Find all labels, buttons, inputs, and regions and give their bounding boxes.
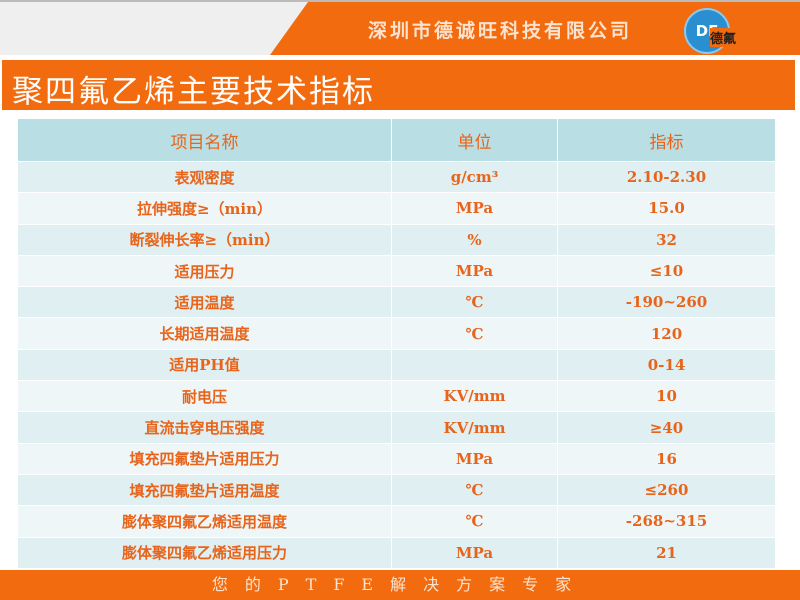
cell-value: 120	[557, 317, 776, 350]
cell-unit: MPa	[391, 442, 558, 475]
top-banner: 深圳市德诚旺科技有限公司 DF 德氟	[0, 0, 800, 55]
cell-value: 21	[557, 536, 776, 569]
cell-unit: %	[391, 223, 558, 256]
table-row: 耐电压 KV/mm 10	[17, 380, 776, 413]
page-title: 聚四氟乙烯主要技术指标	[12, 74, 375, 110]
cell-name: 直流击穿电压强度	[17, 411, 392, 444]
cell-name: 表观密度	[17, 160, 392, 194]
cell-unit: KV/mm	[391, 411, 558, 444]
cell-unit: ℃	[391, 286, 558, 319]
cell-value: 10	[557, 380, 776, 413]
cell-value: ≥40	[557, 411, 776, 444]
company-name: 深圳市德诚旺科技有限公司	[368, 20, 633, 42]
table-row: 填充四氟垫片适用压力 MPa 16	[17, 442, 776, 475]
cell-name: 适用压力	[17, 254, 392, 288]
table-row: 膨体聚四氟乙烯适用压力 MPa 21	[17, 536, 776, 569]
cell-unit: ℃	[391, 505, 558, 538]
cell-unit: MPa	[391, 254, 558, 288]
cell-value: 15.0	[557, 192, 776, 225]
cell-name: 适用温度	[17, 286, 392, 319]
cell-value: -268~315	[557, 505, 776, 538]
logo-text: 德氟	[710, 28, 737, 47]
cell-value: 16	[557, 442, 776, 475]
table-row: 表观密度 g/cm³ 2.10-2.30	[17, 160, 776, 194]
table-row: 长期适用温度 ℃ 120	[17, 317, 776, 350]
table-row: 填充四氟垫片适用温度 ℃ ≤260	[17, 473, 776, 507]
cell-unit: ℃	[391, 317, 558, 350]
cell-unit	[391, 348, 558, 382]
spec-table: 项目名称 单位 指标 表观密度 g/cm³ 2.10-2.30 拉伸强度≥（min） M…	[17, 118, 776, 569]
cell-unit: g/cm³	[391, 160, 558, 194]
table-row: 适用PH值 0-14	[17, 348, 776, 382]
header-unit: 单位	[391, 118, 558, 162]
title-bar: 聚四氟乙烯主要技术指标	[2, 60, 795, 110]
cell-value: ≤260	[557, 473, 776, 507]
table-row: 适用压力 MPa ≤10	[17, 254, 776, 288]
cell-unit: ℃	[391, 473, 558, 507]
cell-value: ≤10	[557, 254, 776, 288]
cell-name: 拉伸强度≥（min）	[17, 192, 392, 225]
cell-name: 填充四氟垫片适用温度	[17, 473, 392, 507]
cell-value: 0-14	[557, 348, 776, 382]
cell-unit: MPa	[391, 536, 558, 569]
cell-value: 32	[557, 223, 776, 256]
cell-name: 膨体聚四氟乙烯适用压力	[17, 536, 392, 569]
cell-value: 2.10-2.30	[557, 160, 776, 194]
table-row: 直流击穿电压强度 KV/mm ≥40	[17, 411, 776, 444]
cell-name: 长期适用温度	[17, 317, 392, 350]
cell-name: 耐电压	[17, 380, 392, 413]
table-row: 适用温度 ℃ -190~260	[17, 286, 776, 319]
table-row: 拉伸强度≥（min） MPa 15.0	[17, 192, 776, 225]
cell-name: 膨体聚四氟乙烯适用温度	[17, 505, 392, 538]
cell-name: 填充四氟垫片适用压力	[17, 442, 392, 475]
cell-name: 断裂伸长率≥（min）	[17, 223, 392, 256]
cell-unit: KV/mm	[391, 380, 558, 413]
cell-name: 适用PH值	[17, 348, 392, 382]
table-row: 断裂伸长率≥（min）% 32	[17, 223, 776, 256]
footer-slogan: 您的PTFE解决方案专家	[0, 570, 800, 600]
header-value: 指标	[557, 118, 776, 162]
table-row: 膨体聚四氟乙烯适用温度 ℃ -268~315	[17, 505, 776, 538]
header-name: 项目名称	[17, 118, 392, 162]
cell-unit: MPa	[391, 192, 558, 225]
cell-value: -190~260	[557, 286, 776, 319]
